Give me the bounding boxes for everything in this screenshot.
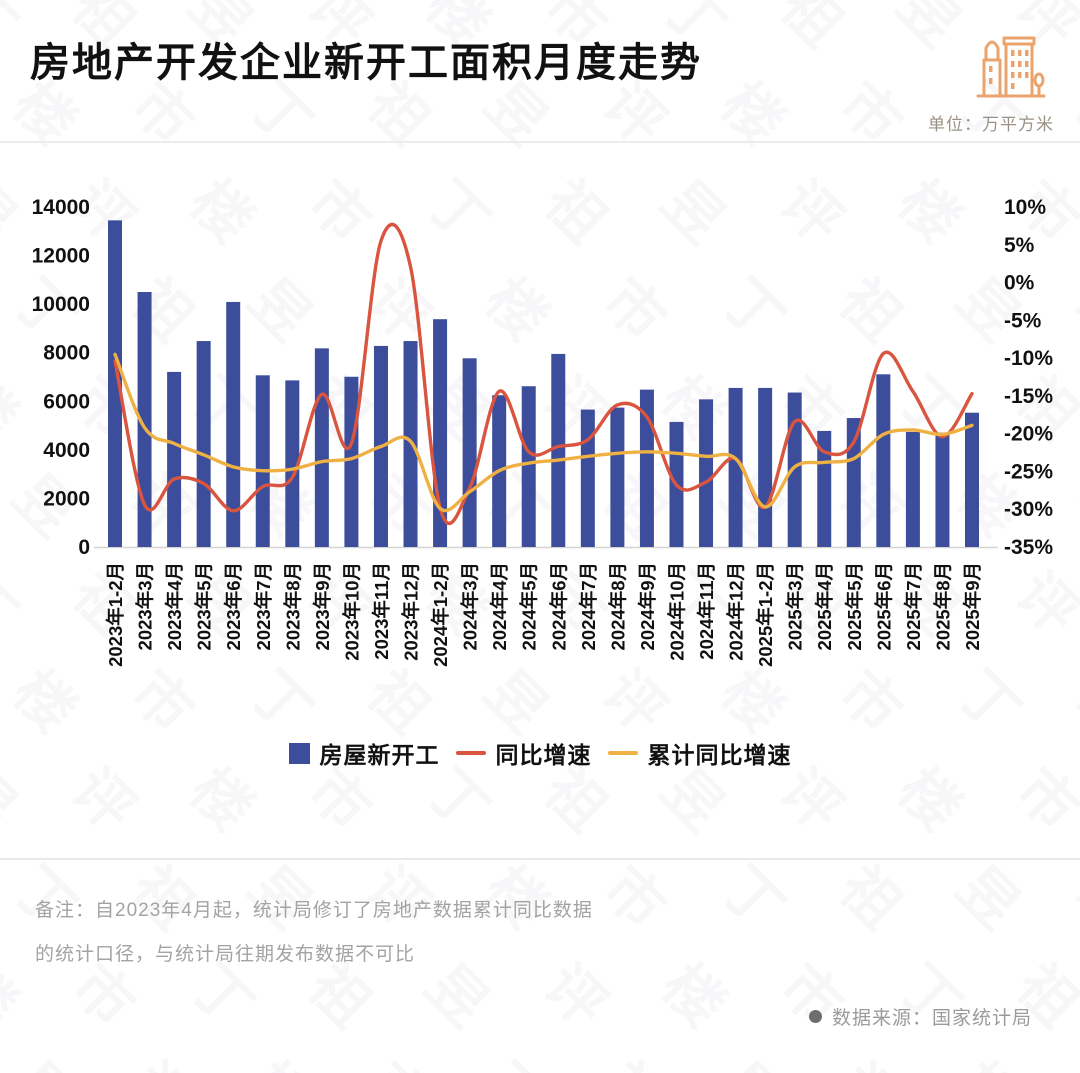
svg-text:2023年7月: 2023年7月 bbox=[253, 562, 274, 650]
svg-text:-15%: -15% bbox=[1004, 385, 1053, 408]
svg-text:0: 0 bbox=[78, 536, 90, 559]
svg-text:2025年1-2月: 2025年1-2月 bbox=[755, 562, 776, 667]
svg-text:2025年6月: 2025年6月 bbox=[873, 562, 894, 650]
svg-text:-5%: -5% bbox=[1004, 309, 1042, 332]
svg-text:2025年8月: 2025年8月 bbox=[932, 562, 953, 650]
svg-text:2000: 2000 bbox=[43, 487, 90, 510]
footnote-line: 备注：自2023年4月起，统计局修订了房地产数据累计同比数据 bbox=[35, 900, 593, 921]
footnote: 备注：自2023年4月起，统计局修订了房地产数据累计同比数据 的统计口径，与统计… bbox=[35, 895, 593, 983]
svg-text:-20%: -20% bbox=[1004, 423, 1053, 446]
svg-text:5%: 5% bbox=[1004, 234, 1035, 257]
legend-item-cumulative-line: 累计同比增速 bbox=[607, 736, 792, 770]
cumulative-line-swatch bbox=[607, 751, 638, 755]
svg-text:-25%: -25% bbox=[1004, 460, 1053, 483]
header-divider bbox=[0, 141, 1080, 143]
svg-text:2024年4月: 2024年4月 bbox=[489, 562, 510, 650]
yoy-line-swatch bbox=[455, 751, 486, 755]
svg-text:2024年8月: 2024年8月 bbox=[607, 562, 628, 650]
svg-text:-30%: -30% bbox=[1004, 498, 1053, 521]
svg-text:2024年12月: 2024年12月 bbox=[726, 562, 747, 661]
svg-text:2024年9月: 2024年9月 bbox=[637, 562, 658, 650]
svg-text:2023年11月: 2023年11月 bbox=[371, 562, 392, 660]
legend-item-yoy-line: 同比增速 bbox=[455, 736, 592, 770]
combo-chart: 14000 12000 10000 8000 6000 4000 2000 0 10% 5% 0% -… bbox=[32, 196, 1054, 667]
svg-text:-35%: -35% bbox=[1004, 536, 1053, 559]
svg-text:2024年5月: 2024年5月 bbox=[519, 562, 540, 650]
svg-text:2023年6月: 2023年6月 bbox=[223, 562, 244, 650]
svg-text:2025年5月: 2025年5月 bbox=[844, 562, 865, 650]
svg-text:2023年9月: 2023年9月 bbox=[312, 562, 333, 650]
svg-text:2023年1-2月: 2023年1-2月 bbox=[105, 562, 126, 667]
chart-legend: 房屋新开工 同比增速 累计同比增速 bbox=[0, 736, 1080, 770]
legend-label: 房屋新开工 bbox=[319, 742, 440, 768]
footnote-line: 的统计口径，与统计局往期发布数据不可比 bbox=[35, 944, 416, 965]
legend-item-bars: 房屋新开工 bbox=[288, 736, 440, 770]
svg-text:2024年11月: 2024年11月 bbox=[696, 562, 717, 660]
bullet-icon bbox=[808, 1010, 822, 1023]
page-title: 房地产开发企业新开工面积月度走势 bbox=[30, 41, 702, 85]
unit-label: 单位：万平方米 bbox=[928, 115, 1054, 134]
svg-text:2024年7月: 2024年7月 bbox=[578, 562, 599, 650]
svg-text:2024年1-2月: 2024年1-2月 bbox=[430, 562, 451, 667]
legend-label: 累计同比增速 bbox=[647, 742, 792, 768]
svg-text:2023年4月: 2023年4月 bbox=[164, 562, 185, 650]
svg-text:0%: 0% bbox=[1004, 272, 1035, 295]
data-source-label: 数据来源：国家统计局 bbox=[831, 1008, 1032, 1029]
svg-text:12000: 12000 bbox=[32, 245, 90, 268]
svg-text:2023年8月: 2023年8月 bbox=[282, 562, 303, 650]
svg-text:2023年5月: 2023年5月 bbox=[194, 562, 215, 650]
svg-text:6000: 6000 bbox=[43, 390, 90, 413]
svg-text:2024年3月: 2024年3月 bbox=[460, 562, 481, 650]
bar-series-swatch bbox=[288, 742, 310, 764]
svg-text:14000: 14000 bbox=[32, 196, 90, 219]
legend-label: 同比增速 bbox=[495, 742, 592, 768]
building-icon bbox=[966, 26, 1048, 113]
svg-text:2025年3月: 2025年3月 bbox=[785, 562, 806, 650]
svg-text:2023年10月: 2023年10月 bbox=[341, 562, 362, 661]
svg-text:2025年4月: 2025年4月 bbox=[814, 562, 835, 650]
svg-text:4000: 4000 bbox=[43, 439, 90, 462]
svg-text:8000: 8000 bbox=[43, 342, 90, 365]
svg-text:10000: 10000 bbox=[32, 293, 90, 316]
svg-text:2023年12月: 2023年12月 bbox=[401, 562, 422, 661]
svg-text:2025年7月: 2025年7月 bbox=[903, 562, 924, 650]
svg-text:10%: 10% bbox=[1004, 196, 1046, 219]
svg-text:-10%: -10% bbox=[1004, 347, 1053, 370]
svg-text:2025年9月: 2025年9月 bbox=[962, 562, 983, 650]
svg-text:2024年10月: 2024年10月 bbox=[666, 562, 687, 661]
footer-divider bbox=[0, 858, 1080, 860]
svg-text:2023年3月: 2023年3月 bbox=[135, 562, 156, 650]
data-source: 数据来源：国家统计局 bbox=[808, 1003, 1032, 1030]
svg-text:2024年6月: 2024年6月 bbox=[548, 562, 569, 650]
